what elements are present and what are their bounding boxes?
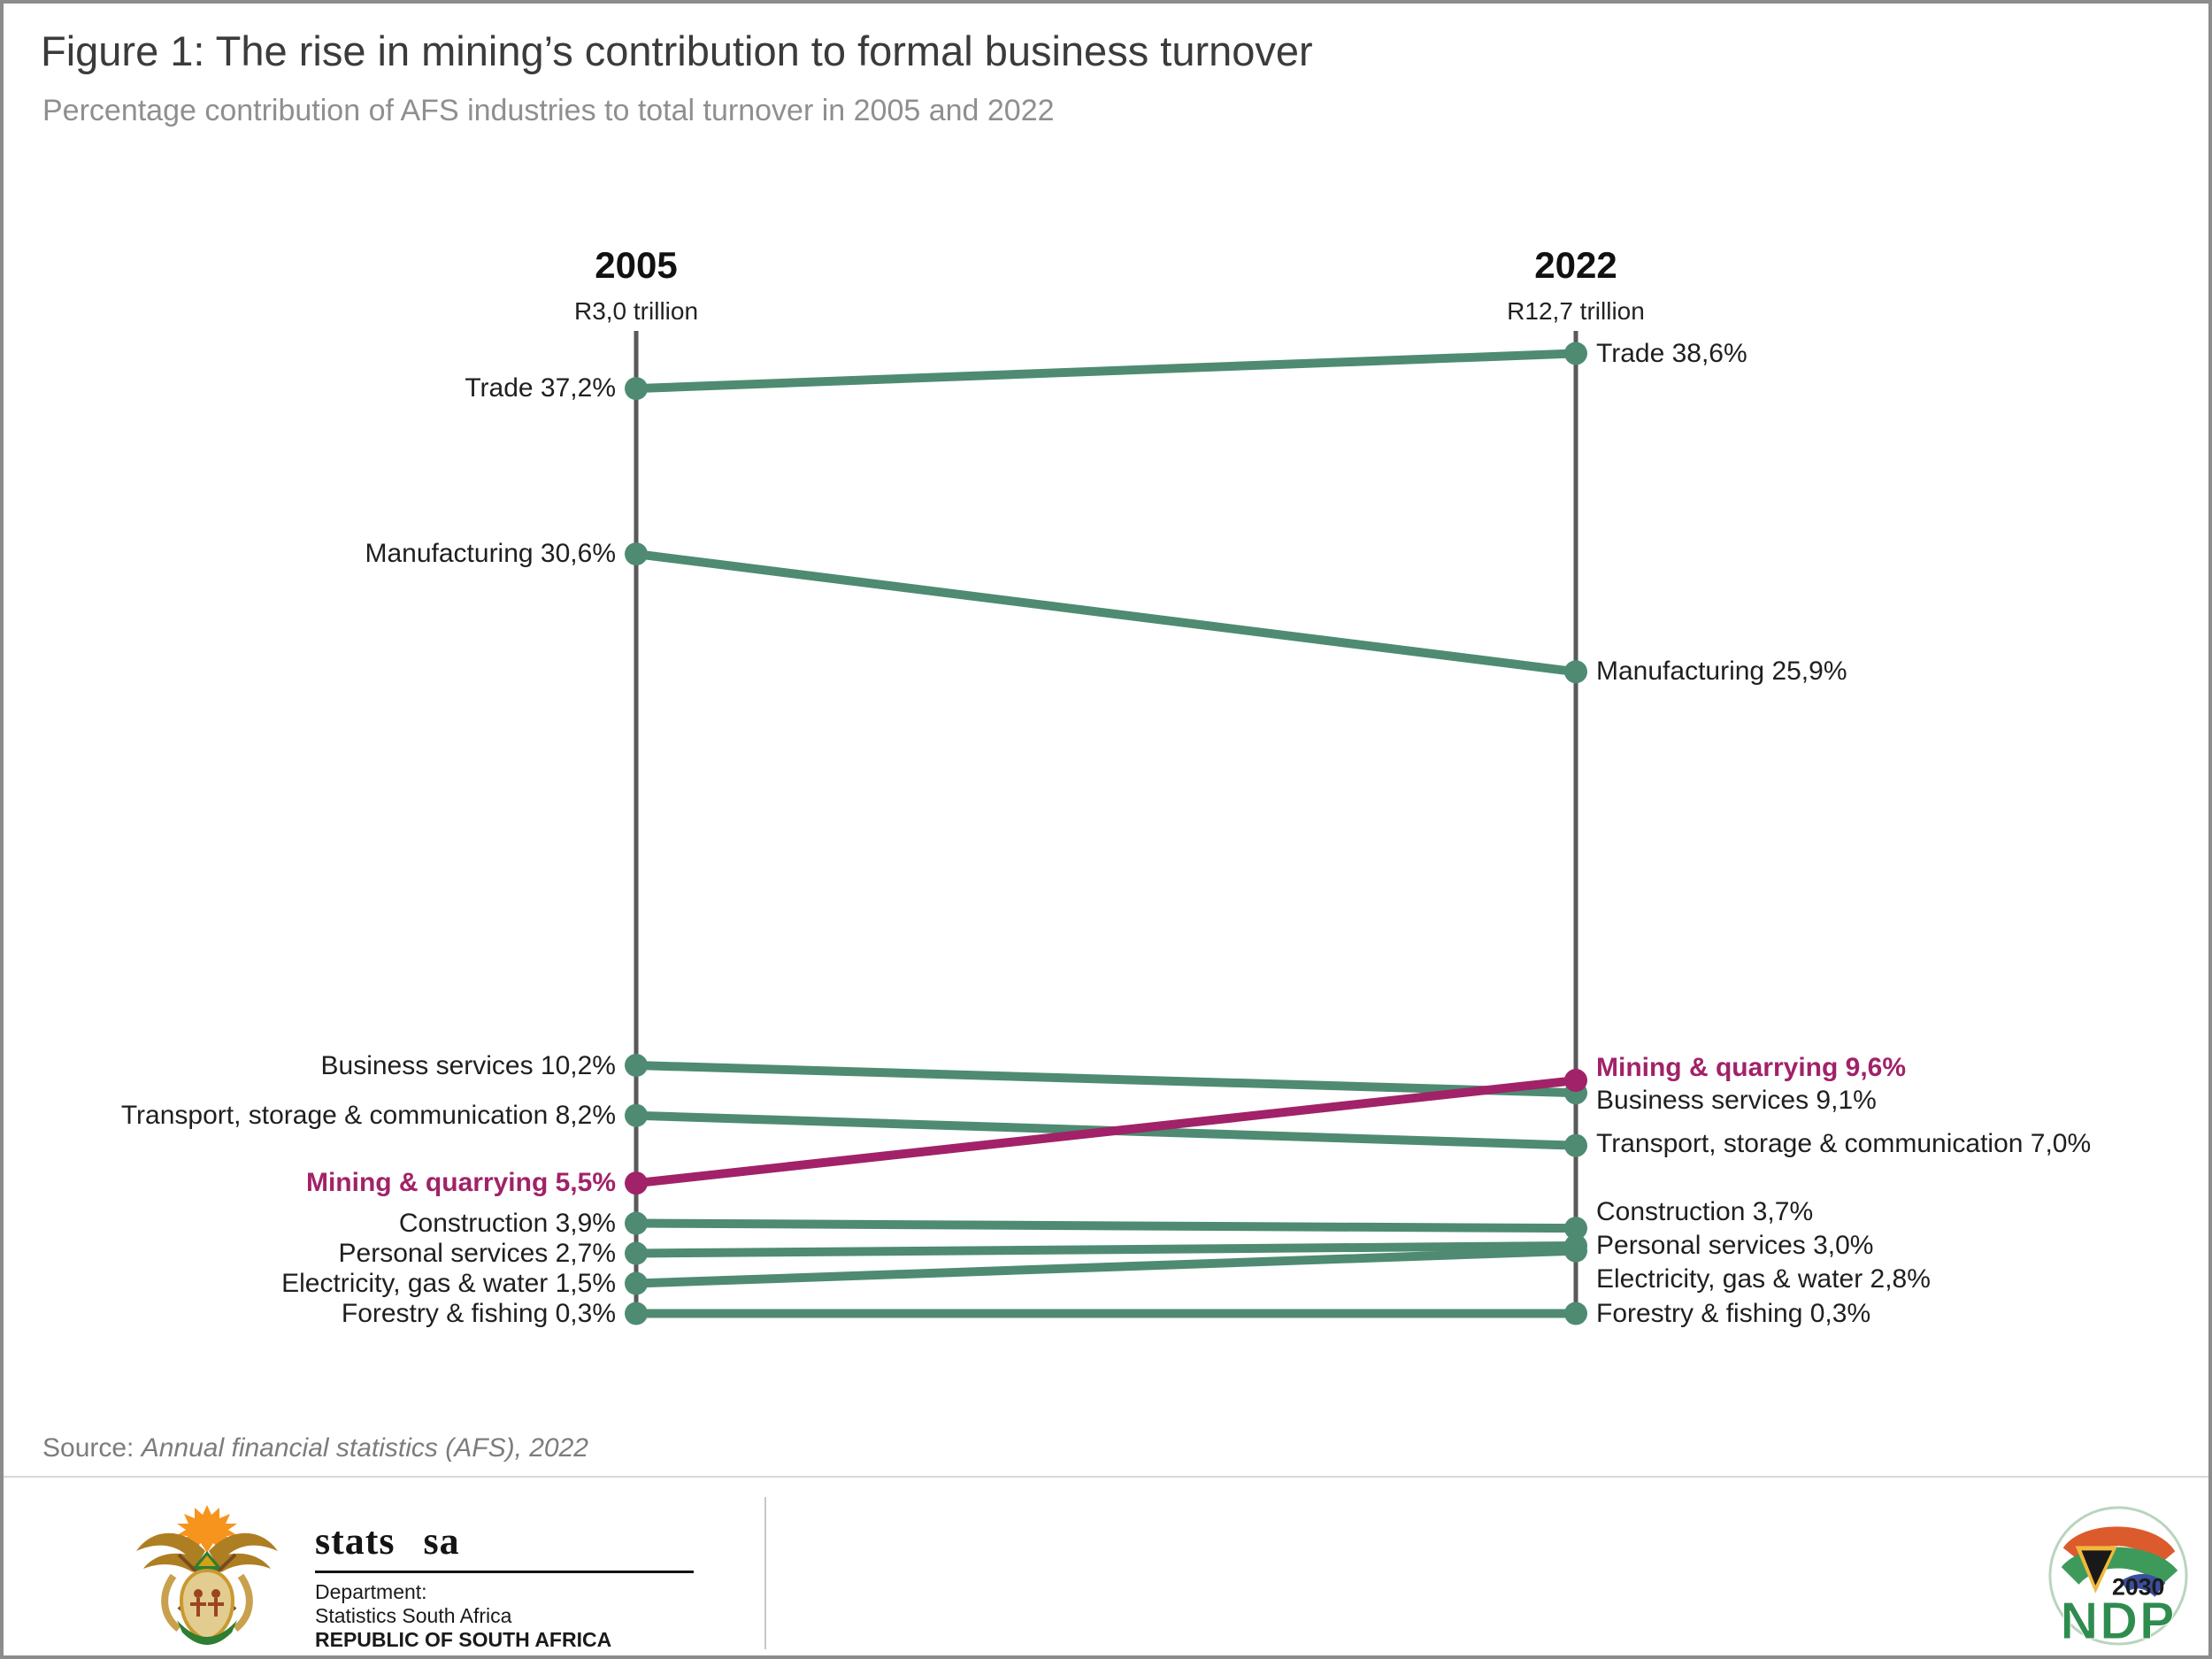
- stats-sa-coat-of-arms-icon: [136, 1505, 278, 1645]
- stats-sa-republic-label: REPUBLIC OF SOUTH AFRICA: [315, 1628, 612, 1651]
- ndp-blue-arc: [2120, 1573, 2166, 1597]
- stats-sa-rule: [315, 1571, 694, 1573]
- coa-wheat-left: [161, 1573, 181, 1632]
- stats-sa-text-block: stats sa Department: Statistics South Af…: [315, 1518, 704, 1652]
- slope-line: [635, 549, 1577, 677]
- ndp-2030-logo-icon: 2030 NDP: [2048, 1506, 2188, 1651]
- data-point: [625, 1171, 648, 1195]
- column-total-2022: R12,7 trillion: [1507, 297, 1645, 325]
- column-header-2005: 2005: [595, 244, 678, 286]
- stats-sa-dept-label: Department:: [315, 1580, 427, 1603]
- slope-label-left: Manufacturing 30,6%: [365, 539, 616, 568]
- coa-figure-right-head: [211, 1589, 220, 1598]
- stats-sa-dept-name: Statistics South Africa: [315, 1604, 512, 1627]
- coa-sun: [177, 1505, 237, 1553]
- coa-figure-left-head: [194, 1589, 203, 1598]
- slope-line: [635, 1246, 1577, 1288]
- source-note: Source: Annual financial statistics (AFS…: [42, 1433, 588, 1463]
- data-point: [625, 1302, 648, 1325]
- coa-figure-right-body: [208, 1598, 224, 1617]
- data-point: [1564, 342, 1587, 365]
- data-point: [1564, 1217, 1587, 1240]
- data-point: [1564, 1133, 1587, 1157]
- data-point: [625, 542, 648, 566]
- data-point: [625, 1271, 648, 1295]
- data-point: [625, 1211, 648, 1235]
- slope-line: [635, 1061, 1577, 1098]
- column-total-2005: R3,0 trillion: [573, 297, 699, 325]
- footer-divider: [4, 1476, 2208, 1478]
- ndp-abbr-text: NDP: [2060, 1591, 2176, 1650]
- slope-label-left: Trade 37,2%: [465, 373, 616, 403]
- data-point: [1564, 660, 1587, 684]
- column-header-2022: 2022: [1534, 244, 1617, 286]
- slope-label-right: Business services 9,1%: [1596, 1086, 1877, 1115]
- slope-label-right: Trade 38,6%: [1596, 339, 1747, 368]
- slope-label-right: Forestry & fishing 0,3%: [1596, 1299, 1871, 1328]
- logo-divider-line: [764, 1497, 766, 1649]
- slope-label-right: Manufacturing 25,9%: [1596, 657, 1847, 686]
- slope-label-left: Business services 10,2%: [320, 1051, 617, 1080]
- ndp-red-arc: [2062, 1526, 2176, 1566]
- data-point: [1564, 1239, 1587, 1263]
- data-point: [625, 377, 648, 401]
- coa-figure-left-body: [190, 1598, 206, 1617]
- coa-wheat-right: [233, 1573, 253, 1632]
- slope-label-left: Transport, storage & communication 8,2%: [120, 1101, 616, 1130]
- slope-label-left: Electricity, gas & water 1,5%: [281, 1269, 616, 1298]
- slope-label-right: Electricity, gas & water 2,8%: [1596, 1264, 1931, 1294]
- slope-label-left: Forestry & fishing 0,3%: [341, 1299, 616, 1328]
- figure-title: Figure 1: The rise in mining’s contribut…: [41, 27, 1313, 74]
- slope-label-left: Construction 3,9%: [398, 1209, 616, 1238]
- slope-label-right: Construction 3,7%: [1596, 1197, 1814, 1226]
- stats-sa-wordmark: stats sa: [315, 1519, 460, 1563]
- slope-label-left: Mining & quarrying 5,5%: [305, 1168, 616, 1197]
- data-point: [625, 1103, 648, 1127]
- coa-banner: [177, 1620, 237, 1645]
- slope-line: [635, 349, 1577, 394]
- slope-label-right: Personal services 3,0%: [1596, 1231, 1874, 1260]
- slope-line: [635, 1218, 1577, 1233]
- slope-line: [635, 1076, 1577, 1188]
- source-prefix: Source:: [42, 1433, 142, 1463]
- slope-chart: [625, 331, 1587, 1325]
- slope-line: [635, 1241, 1577, 1258]
- ndp-black-triangle: [2081, 1550, 2113, 1586]
- coa-shield: [179, 1568, 235, 1643]
- source-reference: Annual financial statistics (AFS), 2022: [141, 1433, 588, 1463]
- data-point: [1564, 1302, 1587, 1325]
- slope-label-left: Personal services 2,7%: [338, 1239, 616, 1268]
- ndp-year-text: 2030: [2112, 1574, 2164, 1601]
- slope-label-right: Transport, storage & communication 7,0%: [1596, 1129, 2092, 1158]
- slope-label-right: Mining & quarrying 9,6%: [1596, 1053, 1907, 1082]
- data-point: [1564, 1069, 1587, 1093]
- figure-subtitle: Percentage contribution of AFS industrie…: [42, 94, 1055, 127]
- data-point: [625, 1054, 648, 1078]
- coa-protea-gold: [198, 1555, 216, 1566]
- data-point: [625, 1241, 648, 1265]
